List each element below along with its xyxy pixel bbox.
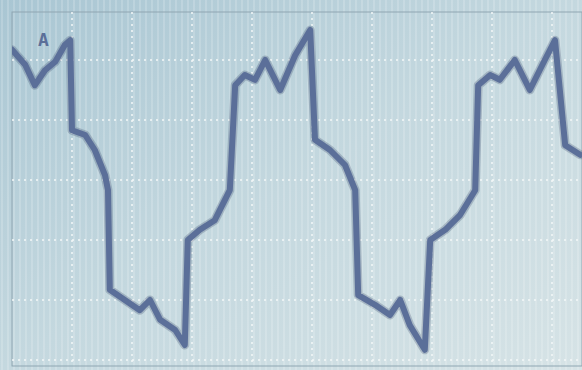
scanline: [224, 0, 225, 370]
scanline: [134, 0, 135, 370]
scanline: [266, 0, 267, 370]
scanline: [278, 0, 279, 370]
scanline: [440, 0, 441, 370]
grid-line-x: [191, 12, 193, 366]
scanline: [362, 0, 363, 370]
scanline: [578, 0, 579, 370]
trace: [12, 30, 580, 350]
scanline: [176, 0, 177, 370]
scanline: [374, 0, 375, 370]
grid-line-x: [131, 12, 133, 366]
scanline: [518, 0, 519, 370]
grid-line-x: [371, 12, 373, 366]
plot-area: [12, 30, 580, 350]
scanline: [482, 0, 483, 370]
scanline: [260, 0, 261, 370]
scanline: [212, 0, 213, 370]
scanline: [416, 0, 417, 370]
scanline: [32, 0, 33, 370]
scanline: [512, 0, 513, 370]
scope-screen: A: [0, 0, 582, 370]
scanline: [38, 0, 39, 370]
scanline: [458, 0, 459, 370]
scanline: [506, 0, 507, 370]
scanline: [98, 0, 99, 370]
scanline: [200, 0, 201, 370]
scanline: [2, 0, 3, 370]
scanline: [206, 0, 207, 370]
background: [0, 0, 582, 370]
scanline: [500, 0, 501, 370]
scanline: [152, 0, 153, 370]
scanline: [146, 0, 147, 370]
scanline: [26, 0, 27, 370]
scanline: [218, 0, 219, 370]
grid-line-y: [12, 119, 582, 121]
plot-frame: [12, 12, 582, 366]
scanline: [284, 0, 285, 370]
scanline: [272, 0, 273, 370]
scanline: [236, 0, 237, 370]
scanline: [194, 0, 195, 370]
scanline: [326, 0, 327, 370]
grid-line-y: [12, 239, 582, 241]
scanline: [254, 0, 255, 370]
scanline: [128, 0, 129, 370]
scanline: [494, 0, 495, 370]
scanline: [380, 0, 381, 370]
scanlines: [2, 0, 578, 370]
scanline: [164, 0, 165, 370]
scanline: [50, 0, 51, 370]
grid-line-x: [551, 12, 553, 366]
grid-line-x: [431, 12, 433, 366]
scanline: [44, 0, 45, 370]
scanline: [122, 0, 123, 370]
scanline: [86, 0, 87, 370]
scanline: [332, 0, 333, 370]
scanline: [446, 0, 447, 370]
scanline: [566, 0, 567, 370]
grid-line-x: [251, 12, 253, 366]
scanline: [530, 0, 531, 370]
scanline: [572, 0, 573, 370]
scanline: [242, 0, 243, 370]
scanline: [8, 0, 9, 370]
grid-line-x: [491, 12, 493, 366]
scanline: [368, 0, 369, 370]
scanline: [344, 0, 345, 370]
scanline: [170, 0, 171, 370]
grid-line-y: [12, 359, 582, 361]
scanline: [524, 0, 525, 370]
scanline: [536, 0, 537, 370]
scanline: [302, 0, 303, 370]
scanline: [338, 0, 339, 370]
grid-line-y: [12, 299, 582, 301]
scanline: [464, 0, 465, 370]
scanline: [452, 0, 453, 370]
scanline: [470, 0, 471, 370]
grid: [12, 12, 582, 366]
scanline: [488, 0, 489, 370]
scanline: [398, 0, 399, 370]
scanline: [92, 0, 93, 370]
scanline: [434, 0, 435, 370]
scanline: [248, 0, 249, 370]
scanline: [80, 0, 81, 370]
trace-glow: [12, 30, 580, 350]
scanline: [320, 0, 321, 370]
scanline: [116, 0, 117, 370]
grid-line-y: [12, 179, 582, 181]
channel-label: A: [38, 29, 49, 50]
